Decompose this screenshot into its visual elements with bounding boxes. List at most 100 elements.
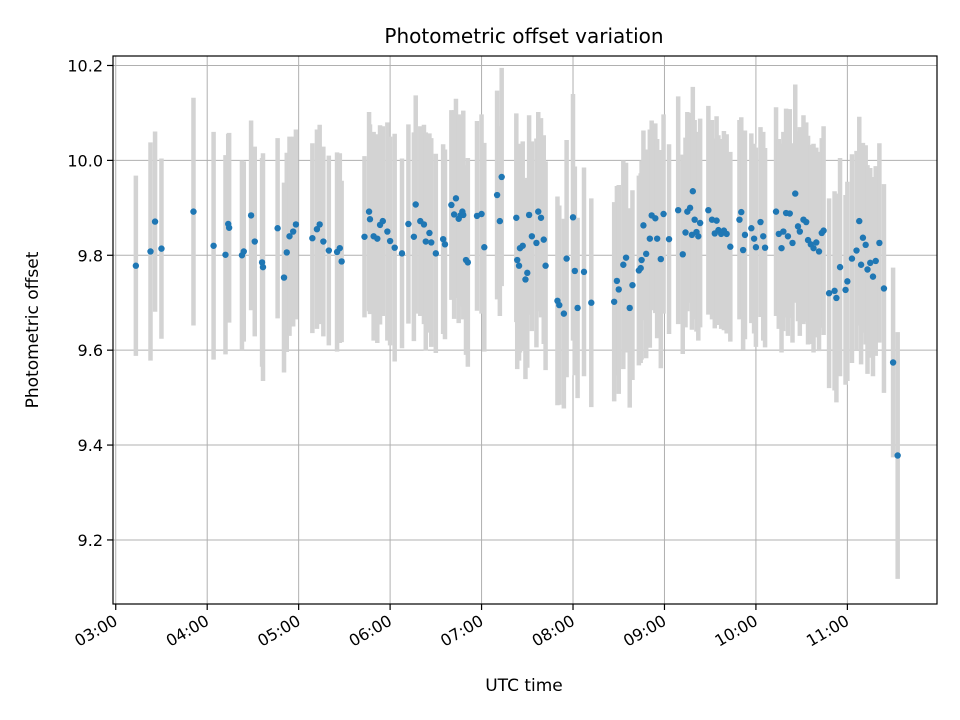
- data-point: [638, 256, 645, 264]
- data-point: [441, 241, 449, 248]
- data-point: [831, 287, 838, 295]
- data-point: [580, 268, 588, 276]
- data-point: [398, 250, 406, 257]
- data-point: [752, 244, 760, 251]
- data-point: [151, 218, 159, 225]
- data-point: [876, 239, 883, 247]
- error-bars: [133, 67, 900, 579]
- data-point: [210, 242, 217, 249]
- data-point: [379, 217, 386, 225]
- data-point: [498, 173, 505, 181]
- data-point: [259, 263, 267, 271]
- data-point: [784, 233, 792, 240]
- data-point: [820, 227, 827, 234]
- data-point: [513, 214, 520, 221]
- data-point: [412, 201, 419, 208]
- data-point: [859, 234, 867, 241]
- data-point: [867, 259, 874, 267]
- data-point: [289, 228, 297, 235]
- data-point: [738, 208, 745, 216]
- data-point: [247, 212, 255, 219]
- data-point: [862, 241, 869, 249]
- data-point: [682, 229, 689, 236]
- x-tick-label: 06:00: [346, 611, 395, 651]
- data-point: [439, 235, 447, 243]
- data-point: [556, 301, 563, 309]
- data-point: [274, 225, 281, 232]
- data-point: [864, 266, 871, 273]
- data-point: [283, 249, 290, 256]
- data-point: [574, 304, 581, 312]
- data-point: [665, 235, 673, 243]
- data-point: [686, 204, 694, 212]
- plot-frame: [112, 55, 938, 605]
- data-point: [313, 225, 321, 233]
- data-point: [825, 290, 833, 297]
- data-point: [613, 277, 621, 285]
- data-point: [842, 286, 849, 294]
- data-point: [525, 211, 533, 219]
- y-tick-label: 9.2: [78, 531, 103, 550]
- data-point: [450, 211, 458, 218]
- data-point: [384, 228, 391, 235]
- data-point: [251, 238, 258, 245]
- data-point: [642, 250, 650, 258]
- data-point: [286, 233, 293, 240]
- data-points: [132, 173, 901, 459]
- data-point: [338, 258, 345, 265]
- data-point: [640, 222, 647, 229]
- data-point: [646, 235, 654, 242]
- data-point: [258, 259, 266, 266]
- data-point: [514, 256, 521, 264]
- x-tick-label: 10:00: [711, 611, 760, 651]
- data-point: [316, 221, 323, 228]
- data-point: [689, 188, 697, 195]
- data-point: [844, 278, 851, 285]
- data-point: [772, 208, 780, 215]
- data-point: [524, 269, 531, 277]
- data-point: [836, 263, 844, 271]
- data-point: [478, 210, 485, 218]
- data-point: [691, 216, 698, 223]
- data-point: [493, 191, 501, 199]
- data-point: [813, 239, 820, 246]
- x-tick-label: 03:00: [71, 611, 120, 651]
- data-point: [652, 215, 659, 222]
- data-point: [872, 257, 879, 265]
- data-point: [789, 239, 796, 247]
- data-point: [696, 219, 704, 227]
- data-point: [794, 223, 802, 230]
- data-point: [713, 217, 720, 224]
- data-point: [760, 233, 767, 240]
- chart-title: Photometric offset variation: [384, 24, 663, 48]
- data-point: [540, 236, 547, 243]
- data-point: [778, 244, 785, 252]
- data-point: [653, 235, 661, 242]
- data-point: [542, 262, 549, 269]
- data-point: [147, 248, 154, 255]
- data-point: [705, 206, 712, 214]
- data-point: [240, 248, 247, 255]
- data-point: [391, 244, 398, 251]
- data-point: [569, 214, 577, 221]
- data-point: [727, 243, 734, 250]
- data-point: [748, 225, 755, 232]
- data-point: [386, 237, 394, 245]
- data-point: [792, 190, 799, 197]
- y-axis: 9.2 9.4 9.6 9.8 10.0 10.2: [67, 56, 113, 550]
- x-tick-label: 11:00: [803, 611, 852, 651]
- data-point: [620, 261, 627, 268]
- data-point: [535, 208, 542, 215]
- data-point: [894, 452, 901, 459]
- data-point: [796, 228, 804, 235]
- data-point: [428, 239, 435, 246]
- data-point: [158, 245, 165, 252]
- data-point: [374, 235, 381, 242]
- data-point: [810, 244, 817, 252]
- x-axis: 03:00 04:00 05:00 06:00 07:00 08:00 09:00 10:00…: [71, 604, 852, 651]
- data-point: [780, 228, 787, 235]
- data-point: [422, 238, 429, 245]
- data-point: [757, 218, 764, 226]
- data-point: [815, 248, 823, 255]
